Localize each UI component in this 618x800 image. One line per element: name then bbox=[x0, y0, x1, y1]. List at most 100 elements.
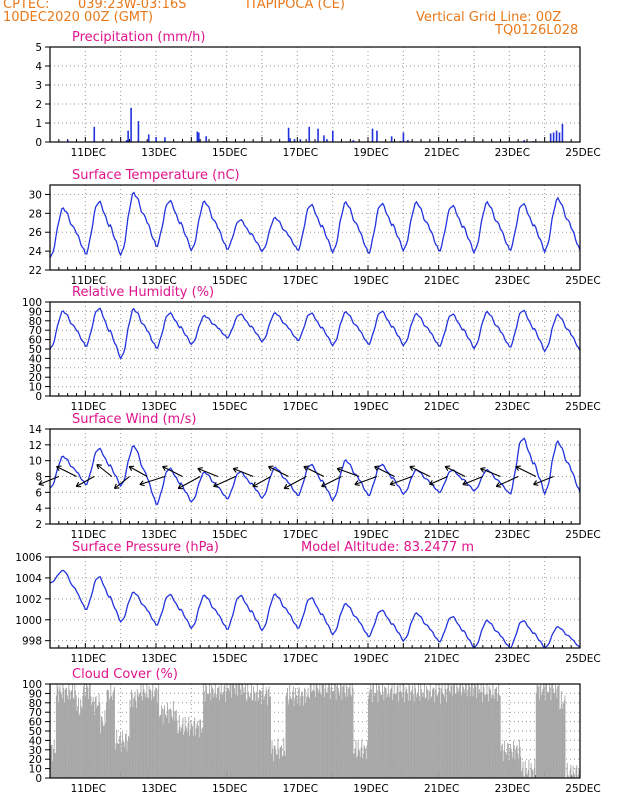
cloud-bar bbox=[287, 687, 288, 778]
cloud-bar bbox=[233, 684, 235, 778]
cloud-bar bbox=[388, 693, 390, 778]
cloud-bar bbox=[501, 745, 503, 778]
wind-vector bbox=[232, 467, 254, 478]
cloud-bar bbox=[387, 684, 389, 778]
cloud-bar bbox=[66, 687, 68, 778]
xtick-label: 11DEC bbox=[71, 401, 106, 413]
cloud-bar bbox=[318, 689, 320, 778]
cloud-bar bbox=[421, 689, 422, 778]
cloud-bar bbox=[105, 722, 107, 778]
ytick-label: 30 bbox=[29, 363, 42, 375]
wind-vector-head bbox=[232, 467, 239, 473]
cloud-bar bbox=[276, 755, 278, 778]
ytick-label: 24 bbox=[29, 246, 43, 258]
cloud-bar bbox=[340, 684, 341, 778]
wind-vector-head bbox=[268, 465, 274, 472]
cloud-bar bbox=[380, 694, 382, 778]
cloud-bar bbox=[62, 684, 64, 778]
cloud-bar bbox=[351, 696, 352, 778]
cloud-bar bbox=[206, 686, 207, 778]
cloud-bar bbox=[99, 702, 101, 778]
cloud-bar bbox=[52, 749, 54, 778]
cloud-bar bbox=[332, 690, 334, 778]
cloud-bar bbox=[306, 696, 308, 778]
cloud-bar bbox=[527, 774, 528, 778]
precip-panel bbox=[45, 46, 581, 143]
cloud-bar bbox=[465, 684, 467, 778]
cloud-bar bbox=[329, 699, 331, 778]
cloud-panel bbox=[45, 683, 581, 779]
precip-bar bbox=[523, 140, 525, 142]
precip-bar bbox=[352, 140, 355, 142]
wind-vector bbox=[128, 466, 148, 477]
cloud-bar bbox=[345, 696, 347, 778]
cloud-bar bbox=[170, 709, 172, 778]
cloud-bar bbox=[116, 729, 118, 778]
ytick-label: 22 bbox=[29, 265, 42, 277]
ytick-label: 30 bbox=[29, 189, 42, 201]
cloud-bar bbox=[469, 687, 471, 778]
cloud-bar bbox=[296, 696, 298, 778]
cloud-bar bbox=[382, 691, 384, 778]
cloud-bar bbox=[348, 688, 350, 778]
cloud-bar bbox=[331, 684, 333, 778]
xtick-label: 17DEC bbox=[283, 275, 318, 287]
cloud-bar bbox=[305, 703, 307, 778]
cloud-bar bbox=[232, 684, 234, 778]
cloud-bar bbox=[284, 755, 286, 778]
cloud-bar bbox=[277, 738, 279, 778]
xtick-label: 19DEC bbox=[353, 147, 388, 159]
cloud-bar bbox=[413, 701, 415, 778]
cloud-bar bbox=[150, 689, 152, 778]
cloud-bar bbox=[298, 689, 299, 778]
cloud-bar bbox=[126, 751, 128, 778]
cloud-bar bbox=[87, 687, 89, 778]
cloud-bar bbox=[98, 693, 100, 778]
cloud-bar bbox=[552, 688, 554, 778]
cloud-bar bbox=[343, 685, 345, 778]
xtick-label: 19DEC bbox=[353, 529, 388, 541]
xtick-label: 17DEC bbox=[283, 401, 318, 413]
cloud-bar bbox=[135, 700, 137, 778]
cloud-bar bbox=[161, 705, 163, 778]
precip-bar bbox=[197, 132, 200, 142]
cloud-bar bbox=[113, 690, 115, 778]
cloud-bar bbox=[426, 685, 428, 778]
cloud-bar bbox=[192, 726, 193, 778]
wind-vector-head bbox=[162, 465, 168, 472]
cloud-bar bbox=[482, 702, 483, 778]
cloud-bar bbox=[144, 696, 146, 778]
cloud-bar bbox=[423, 684, 425, 778]
cloud-bar bbox=[200, 732, 202, 778]
cloud-bar bbox=[570, 764, 572, 778]
wind-vector-head bbox=[429, 480, 435, 486]
precip-bar bbox=[137, 121, 140, 142]
cloud-bar bbox=[415, 687, 417, 778]
cloud-bar bbox=[416, 693, 418, 778]
precip-title: Precipitation (mm/h) bbox=[72, 30, 205, 45]
wind-vector-head bbox=[139, 480, 145, 487]
cloud-bar bbox=[268, 686, 270, 778]
ytick-label: 2 bbox=[35, 519, 42, 531]
ytick-label: 1004 bbox=[15, 573, 42, 585]
cloud-bar bbox=[195, 728, 197, 778]
cloud-bar bbox=[567, 774, 569, 778]
cloud-bar bbox=[208, 693, 210, 778]
cloud-bar bbox=[71, 689, 73, 778]
cloud-bar bbox=[76, 710, 78, 778]
cloud-bar bbox=[109, 697, 111, 778]
cloud-bar bbox=[97, 705, 99, 778]
cloud-bar bbox=[117, 744, 119, 778]
cloud-bar bbox=[103, 725, 104, 778]
cloud-bar bbox=[390, 689, 391, 778]
cloud-bar bbox=[569, 769, 571, 778]
wind-vector-head bbox=[533, 480, 539, 486]
cloud-bar bbox=[130, 689, 132, 778]
precip-bar bbox=[555, 130, 558, 142]
cloud-bar bbox=[433, 688, 435, 778]
temperature-title: Surface Temperature (nC) bbox=[72, 168, 240, 183]
cloud-bar bbox=[488, 685, 490, 778]
cloud-bar bbox=[63, 702, 65, 778]
ytick-label: 14 bbox=[29, 424, 43, 436]
cloud-bar bbox=[217, 688, 218, 778]
